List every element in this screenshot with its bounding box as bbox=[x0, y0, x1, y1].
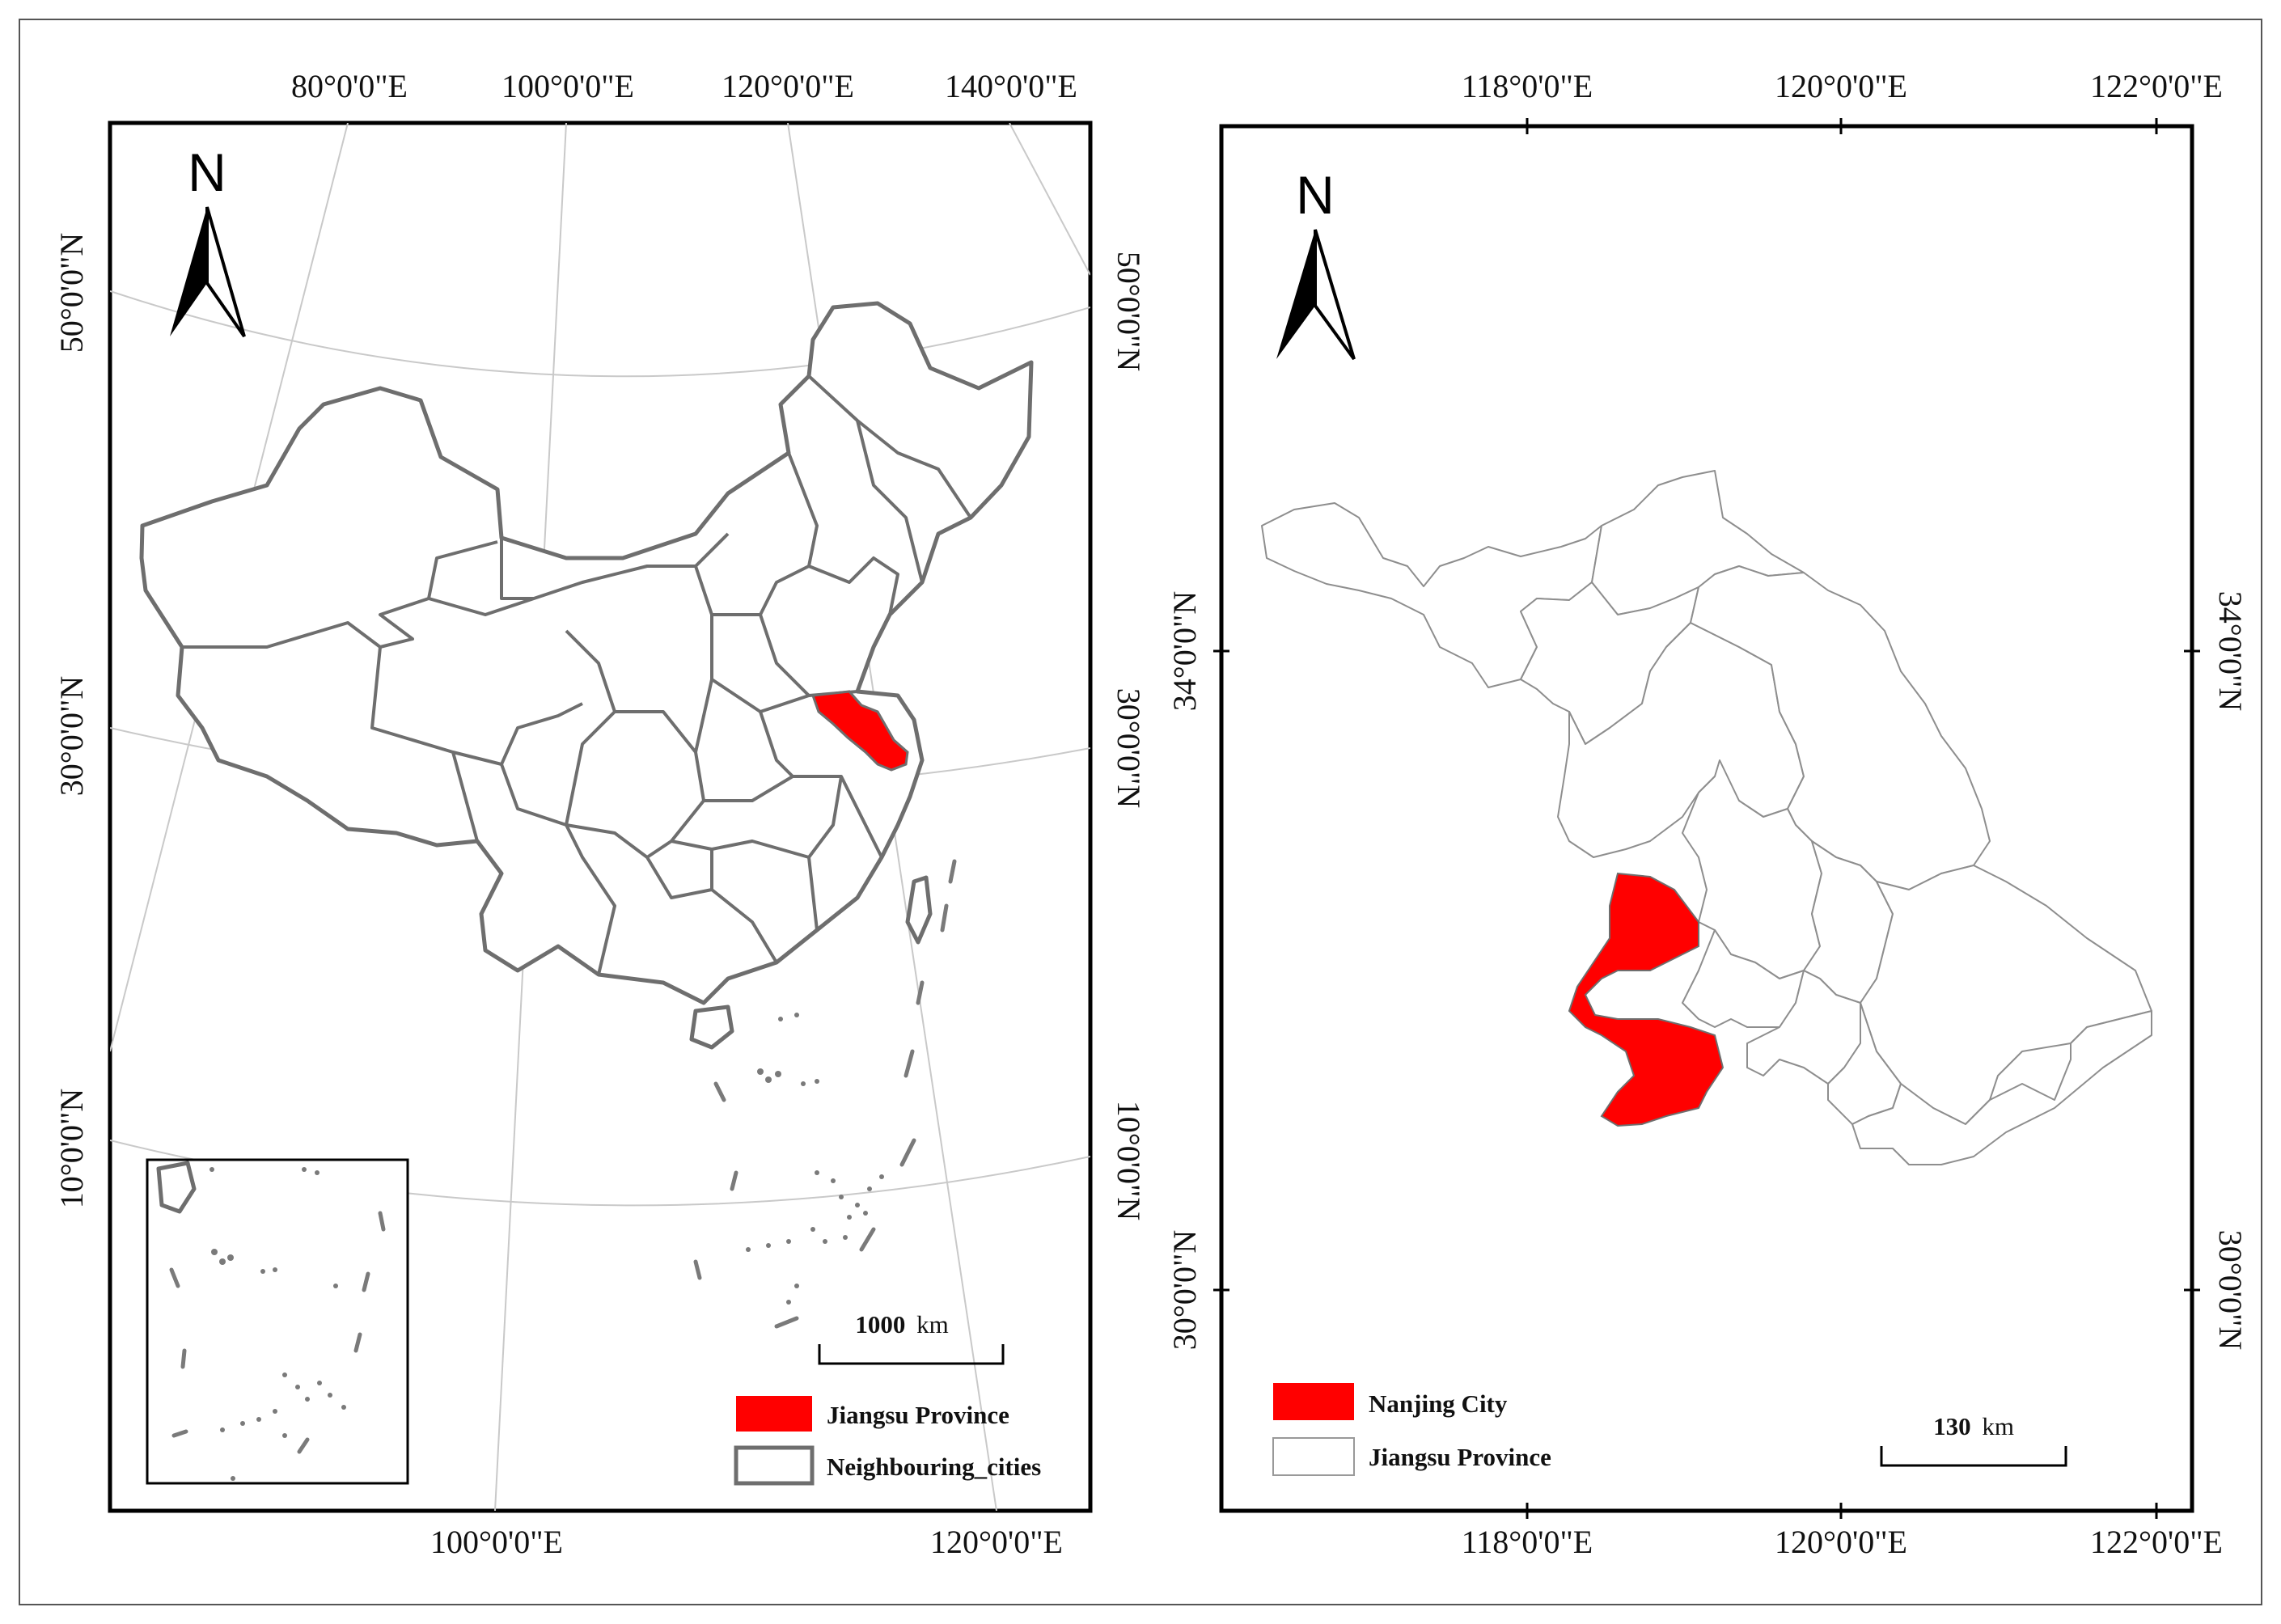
hainan bbox=[689, 1004, 734, 1050]
right-bottom-lon-118: 118°0'0"E bbox=[1462, 1524, 1593, 1560]
city-suzhou bbox=[1851, 1010, 2152, 1165]
right-frame-ticks bbox=[1213, 118, 2200, 1519]
right-coordinate-labels: 118°0'0"E 120°0'0"E 122°0'0"E 118°0'0"E … bbox=[1166, 68, 2249, 1560]
right-legend-label-jiangsu: Jiangsu Province bbox=[1369, 1443, 1551, 1471]
left-bottom-lon-120: 120°0'0"E bbox=[930, 1524, 1063, 1560]
svg-text:1000 km: 1000 km bbox=[855, 1310, 948, 1339]
left-legend-label-neighbours: Neighbouring_cities bbox=[827, 1453, 1041, 1481]
left-lat-left-10: 10°0'0"N bbox=[53, 1089, 90, 1208]
right-legend-swatch-jiangsu bbox=[1272, 1437, 1355, 1476]
right-top-lon-118: 118°0'0"E bbox=[1462, 68, 1593, 104]
left-legend-label-jiangsu: Jiangsu Province bbox=[827, 1401, 1009, 1429]
right-lat-right-34: 34°0'0"N bbox=[2212, 591, 2249, 711]
left-scale-bar: 1000 km bbox=[818, 1310, 1005, 1365]
right-bottom-lon-120: 120°0'0"E bbox=[1775, 1524, 1907, 1560]
right-bottom-lon-122: 122°0'0"E bbox=[2090, 1524, 2223, 1560]
inset-frame bbox=[146, 1158, 409, 1485]
left-north-label: N bbox=[188, 142, 226, 202]
city-zhenjiang bbox=[1682, 929, 1805, 1028]
figure-border bbox=[19, 19, 2262, 1605]
right-lat-left-34: 34°0'0"N bbox=[1166, 591, 1203, 711]
right-scale-value: 130 bbox=[1933, 1412, 1971, 1440]
right-north-label: N bbox=[1296, 165, 1335, 225]
left-coordinate-labels: 80°0'0"E 100°0'0"E 120°0'0"E 140°0'0"E 1… bbox=[53, 68, 1147, 1560]
left-lat-right-10: 10°0'0"N bbox=[1111, 1101, 1147, 1220]
svg-text:130 km: 130 km bbox=[1933, 1412, 2014, 1440]
left-north-arrow-icon bbox=[170, 207, 207, 336]
left-legend-swatch-jiangsu bbox=[736, 1396, 812, 1432]
right-scale-unit: km bbox=[1982, 1412, 2014, 1440]
city-nantong bbox=[1860, 865, 2152, 1125]
right-legend: Nanjing City Jiangsu Province bbox=[1272, 1383, 1551, 1476]
left-bottom-lon-100: 100°0'0"E bbox=[430, 1524, 563, 1560]
right-legend-swatch-nanjing bbox=[1273, 1383, 1354, 1420]
south-sea-islands bbox=[693, 859, 957, 1329]
right-lat-left-30: 30°0'0"N bbox=[1166, 1230, 1203, 1350]
left-top-lon-120: 120°0'0"E bbox=[722, 68, 854, 104]
left-scale-value: 1000 bbox=[855, 1310, 905, 1339]
left-legend: Jiangsu Province Neighbouring_cities bbox=[734, 1396, 1041, 1486]
right-top-lon-120: 120°0'0"E bbox=[1775, 68, 1907, 104]
left-top-lon-80: 80°0'0"E bbox=[291, 68, 408, 104]
inset-map bbox=[146, 1158, 409, 1485]
taiwan bbox=[905, 875, 933, 945]
left-lat-left-50: 50°0'0"N bbox=[53, 233, 90, 353]
china-provinces bbox=[139, 301, 1034, 1050]
right-top-lon-122: 122°0'0"E bbox=[2090, 68, 2223, 104]
right-scale-bar: 130 km bbox=[1880, 1412, 2067, 1467]
right-lat-right-30: 30°0'0"N bbox=[2212, 1230, 2249, 1350]
right-legend-label-nanjing: Nanjing City bbox=[1369, 1389, 1508, 1418]
right-north-arrow-icon bbox=[1276, 230, 1315, 359]
left-scale-unit: km bbox=[916, 1310, 949, 1339]
left-top-lon-140: 140°0'0"E bbox=[945, 68, 1077, 104]
left-map: N 1000 km Jiangsu Province Neighbouring_… bbox=[53, 68, 1147, 1560]
left-legend-swatch-neighbours bbox=[734, 1445, 815, 1486]
left-lat-left-30: 30°0'0"N bbox=[53, 676, 90, 796]
nanjing-city-highlight bbox=[1568, 872, 1725, 1127]
jiangsu-cities bbox=[1261, 470, 2152, 1165]
left-lat-right-50: 50°0'0"N bbox=[1111, 252, 1147, 371]
right-map: N 130 km bbox=[1166, 68, 2249, 1560]
left-top-lon-100: 100°0'0"E bbox=[501, 68, 634, 104]
jiangsu-province-highlight bbox=[810, 690, 909, 772]
left-north-arrow: N bbox=[170, 142, 246, 338]
right-north-arrow: N bbox=[1276, 165, 1356, 361]
left-lat-right-30: 30°0'0"N bbox=[1111, 688, 1147, 808]
